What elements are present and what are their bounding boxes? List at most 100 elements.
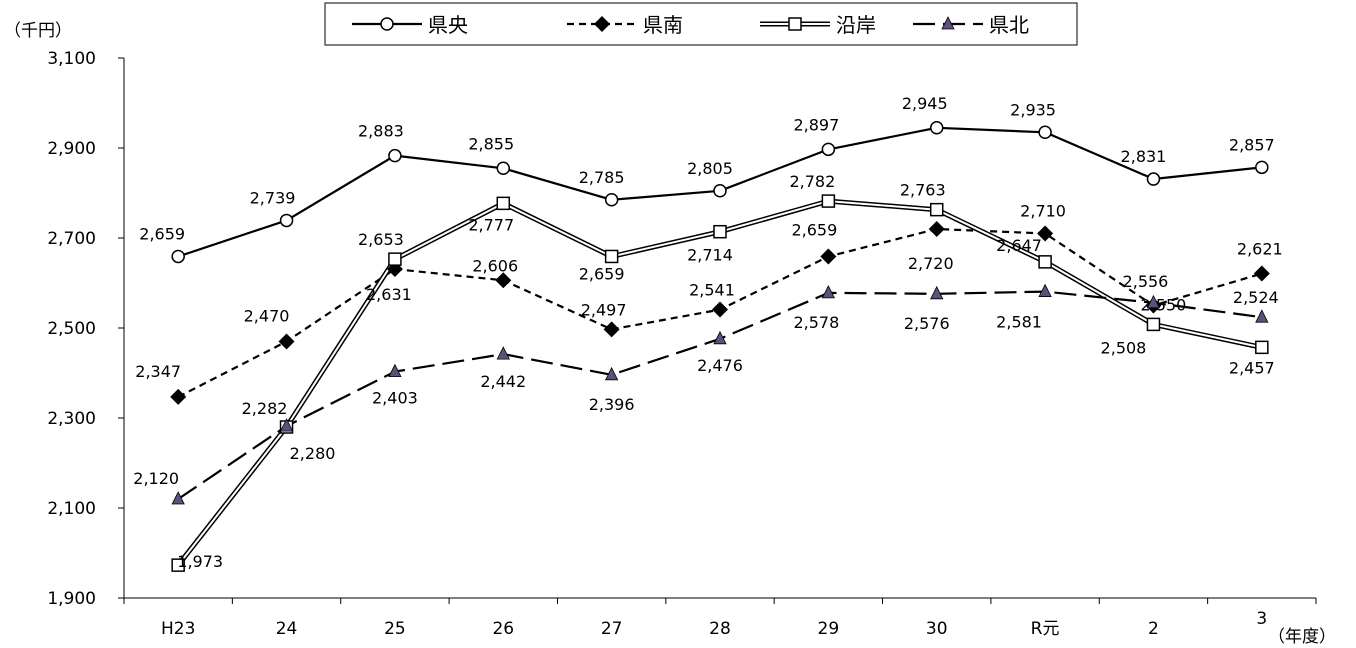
x-tick-label: 24 [276, 619, 298, 639]
data-point-kenou [171, 249, 185, 264]
data-point-engan [388, 252, 402, 266]
legend-label: 県央 [428, 13, 468, 37]
data-point-engan [604, 249, 619, 264]
data-label-kennan: 2,631 [366, 285, 412, 304]
legend-item-kenhoku: 県北 [913, 13, 1029, 37]
data-label-kenhoku: 2,282 [242, 399, 288, 418]
data-label-engan: 2,457 [1229, 358, 1275, 377]
data-label-engan: 2,763 [900, 181, 946, 200]
data-point-engan [496, 196, 511, 211]
legend: 県央 県南 沿岸 県北 [324, 2, 1078, 46]
legend-label: 県南 [643, 13, 683, 37]
x-tick-label: 30 [926, 619, 948, 639]
data-label-kennan: 2,621 [1237, 240, 1283, 259]
data-label-kenou: 2,935 [1010, 100, 1056, 119]
x-axis-unit: （年度） [1268, 627, 1336, 647]
y-axis-unit: （千円） [4, 21, 72, 41]
y-tick-label: 2,900 [47, 139, 96, 159]
data-point-engan [171, 558, 185, 572]
legend-item-engan: 沿岸 [760, 13, 876, 37]
data-label-kennan: 2,659 [791, 220, 837, 239]
data-label-kenhoku: 2,442 [480, 372, 526, 391]
data-label-kennan: 2,606 [472, 256, 518, 275]
data-label-engan: 2,782 [789, 172, 835, 191]
data-point-kennan [820, 248, 837, 265]
x-tick-label: 25 [384, 619, 406, 639]
data-label-kenhoku: 2,581 [996, 313, 1042, 332]
data-point-kenou [279, 213, 294, 228]
legend-marker [380, 17, 394, 31]
data-point-kenou [1038, 125, 1052, 139]
data-label-kennan: 2,720 [908, 254, 954, 273]
data-point-kennan [1253, 265, 1270, 282]
data-point-kennan [603, 321, 620, 338]
data-point-kenhoku [171, 491, 185, 505]
data-point-engan [929, 202, 944, 217]
data-point-kenhoku [821, 285, 836, 299]
data-label-kennan: 2,470 [244, 307, 290, 326]
data-point-kenhoku [1255, 309, 1269, 323]
x-tick-label: 29 [818, 619, 840, 639]
data-point-kenou [388, 148, 402, 163]
data-label-kenou: 2,805 [687, 159, 733, 178]
data-point-kennan [712, 301, 728, 318]
legend-label: 沿岸 [836, 13, 876, 37]
data-label-kenou: 2,883 [358, 122, 404, 141]
data-label-kenhoku: 2,476 [697, 356, 743, 375]
data-label-kenou: 2,857 [1229, 135, 1275, 154]
data-label-engan: 2,659 [579, 264, 625, 283]
y-tick-label: 2,300 [47, 409, 96, 429]
data-label-kenhoku: 2,524 [1233, 288, 1279, 307]
data-label-kenhoku: 2,556 [1123, 272, 1169, 291]
data-label-kenou: 2,945 [902, 94, 948, 113]
data-label-kenou: 2,831 [1121, 147, 1167, 166]
data-point-kennan [928, 221, 945, 237]
data-label-engan: 2,508 [1101, 338, 1147, 357]
data-point-kennan [1037, 225, 1054, 242]
data-label-engan: 2,714 [687, 246, 733, 265]
legend-label: 県北 [989, 13, 1029, 37]
data-point-kennan [278, 333, 295, 350]
data-label-kenhoku: 2,403 [372, 389, 418, 408]
y-tick-label: 2,700 [47, 229, 96, 249]
data-point-engan [1038, 255, 1052, 269]
data-point-kenhoku [713, 330, 727, 345]
data-point-kenou [713, 184, 727, 198]
data-label-engan: 2,777 [468, 215, 514, 234]
data-label-engan: 1,973 [177, 552, 223, 571]
data-point-engan [713, 224, 727, 239]
data-point-engan [1255, 340, 1269, 355]
data-point-kenhoku [496, 346, 510, 360]
y-tick-label: 2,100 [47, 499, 96, 519]
data-label-kenhoku: 2,578 [793, 313, 839, 332]
data-label-kennan: 2,347 [135, 362, 181, 381]
data-point-kenhoku [930, 285, 944, 300]
x-tick-label: 26 [492, 619, 514, 639]
x-tick-label: 28 [709, 619, 731, 639]
data-point-kennan [170, 388, 187, 405]
y-tick-label: 2,500 [47, 319, 96, 339]
x-tick-label: H23 [161, 619, 195, 639]
y-tick-label: 1,900 [47, 589, 96, 609]
data-point-kenou [1146, 172, 1161, 186]
data-point-kenou [1255, 160, 1269, 175]
legend-item-kenou: 県央 [352, 13, 468, 37]
data-point-kenhoku [279, 418, 294, 432]
data-point-kennan [495, 272, 512, 289]
data-point-kenhoku [388, 363, 402, 378]
data-label-kenou: 2,855 [468, 134, 514, 153]
legend-marker [594, 16, 610, 32]
data-label-kennan: 2,541 [689, 281, 735, 300]
data-point-kenou [604, 193, 619, 207]
data-label-kenhoku: 2,576 [904, 314, 950, 333]
data-label-kennan: 2,550 [1141, 296, 1187, 315]
data-point-engan [821, 194, 836, 208]
legend-marker [941, 16, 955, 30]
series-line-kenhoku [177, 290, 1262, 500]
data-point-kenhoku [1038, 283, 1052, 297]
data-label-kenou: 2,659 [139, 224, 185, 243]
x-tick-label: 3 [1256, 609, 1267, 629]
data-point-kenou [929, 121, 944, 135]
x-tick-label: 27 [601, 619, 623, 639]
